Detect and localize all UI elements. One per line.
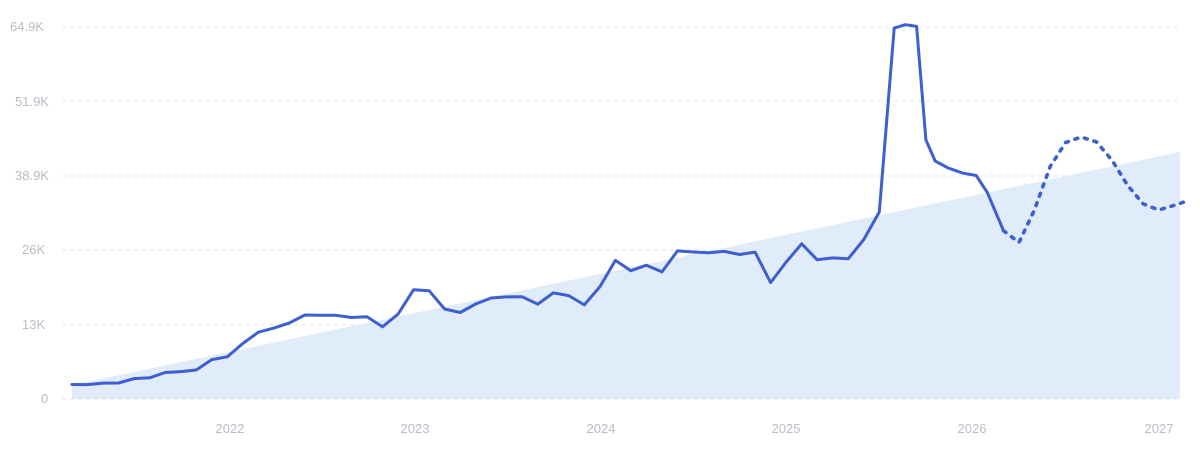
- svg-text:13K: 13K: [22, 317, 45, 332]
- svg-text:38.9K: 38.9K: [15, 168, 49, 183]
- svg-text:2024: 2024: [587, 421, 616, 436]
- svg-text:51.9K: 51.9K: [15, 94, 49, 109]
- svg-text:2022: 2022: [216, 421, 245, 436]
- svg-text:64.9K: 64.9K: [10, 19, 44, 34]
- svg-text:26K: 26K: [22, 242, 45, 257]
- svg-text:0: 0: [41, 391, 48, 406]
- svg-text:2023: 2023: [401, 421, 430, 436]
- svg-text:2027: 2027: [1145, 421, 1174, 436]
- svg-text:2026: 2026: [958, 421, 987, 436]
- svg-text:2025: 2025: [772, 421, 801, 436]
